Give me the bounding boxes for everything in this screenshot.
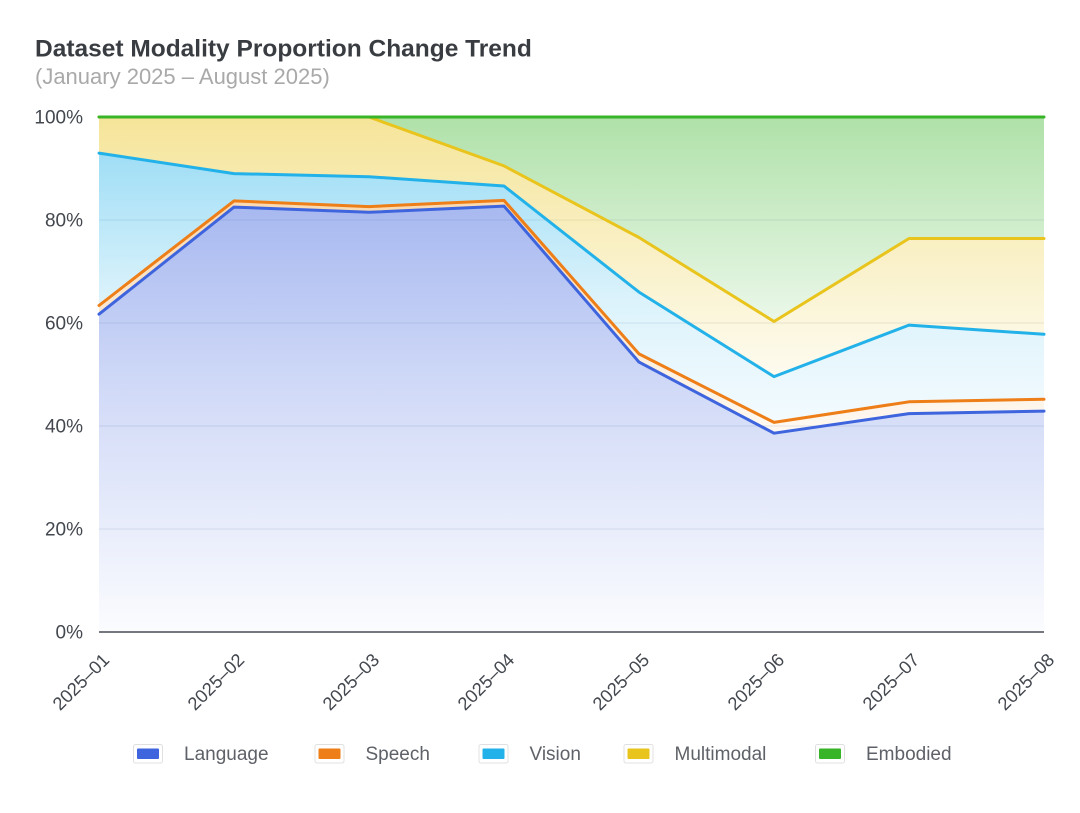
svg-text:60%: 60% [45, 314, 83, 335]
svg-text:Embodied: Embodied [866, 744, 952, 765]
svg-text:80%: 80% [45, 211, 83, 232]
svg-text:(January 2025 – August 2025): (January 2025 – August 2025) [35, 64, 330, 89]
svg-text:40%: 40% [45, 417, 83, 438]
svg-text:Dataset Modality Proportion Ch: Dataset Modality Proportion Change Trend [35, 36, 532, 63]
svg-text:Language: Language [184, 744, 269, 765]
svg-text:Vision: Vision [530, 744, 581, 765]
svg-text:0%: 0% [56, 623, 84, 644]
svg-text:Multimodal: Multimodal [675, 744, 767, 765]
svg-text:100%: 100% [34, 108, 83, 129]
svg-text:Speech: Speech [366, 744, 430, 765]
svg-text:20%: 20% [45, 520, 83, 541]
